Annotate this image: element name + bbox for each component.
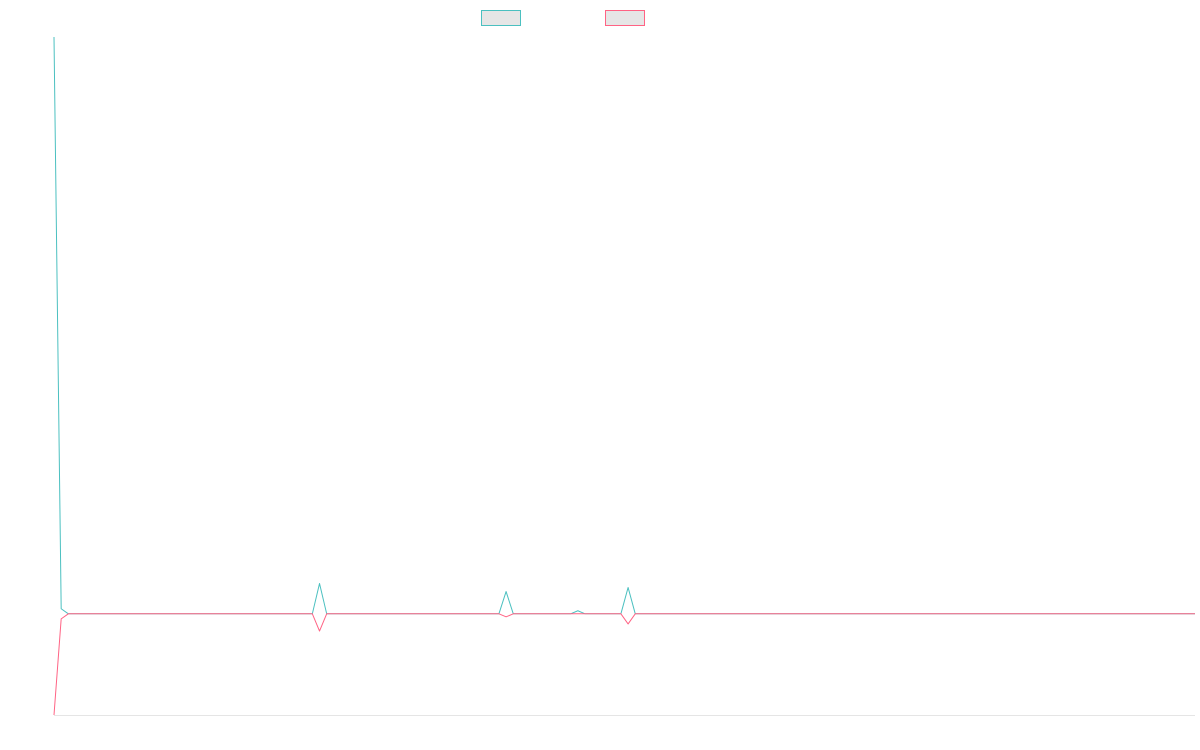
series-line-2 xyxy=(53,613,1195,716)
series-1-points xyxy=(53,36,1196,614)
series-line-1 xyxy=(53,36,1195,615)
series-layer xyxy=(53,36,1196,716)
series-2-points xyxy=(53,613,1196,716)
legend xyxy=(481,10,645,26)
legend-swatch-2[interactable] xyxy=(605,10,645,26)
legend-swatch-1[interactable] xyxy=(481,10,521,26)
